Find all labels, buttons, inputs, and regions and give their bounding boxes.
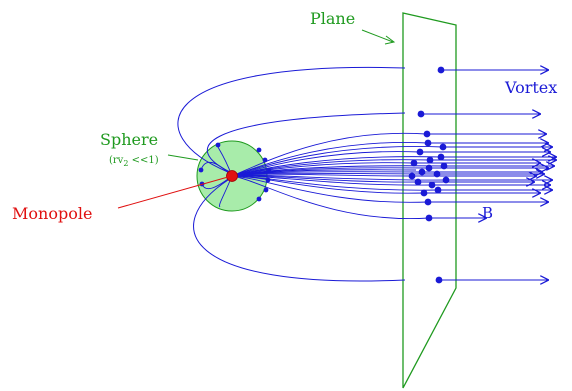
field-line xyxy=(231,172,438,177)
plane-label: Plane xyxy=(310,9,355,28)
sphere-condition-post: <<1) xyxy=(128,155,158,166)
vortex-dot xyxy=(435,276,443,284)
vortex-dot xyxy=(408,172,416,180)
sphere-dot xyxy=(256,147,262,153)
vortex-dot xyxy=(437,66,445,74)
sphere-dot xyxy=(266,167,272,173)
vortex-dot xyxy=(424,139,432,147)
outer-loop-upper-mid xyxy=(207,112,406,173)
vortex-dot xyxy=(442,176,450,184)
vortex-dot xyxy=(416,148,424,156)
vortex-dot xyxy=(418,168,426,176)
vortex-dot xyxy=(428,181,436,189)
outer-loop-bottom xyxy=(193,179,406,282)
vortex-dot xyxy=(410,159,418,167)
field-label: B xyxy=(482,204,493,222)
vortex-dot xyxy=(433,170,441,178)
plane-pointer-head xyxy=(384,35,396,45)
monopole-pointer-line xyxy=(117,176,229,209)
sphere-pointer-line xyxy=(167,154,199,161)
sphere-surface-dots xyxy=(198,142,272,202)
plane-shape xyxy=(402,12,457,389)
vortex-dot xyxy=(417,110,425,118)
sphere-dot xyxy=(262,157,268,163)
field-line xyxy=(231,174,447,181)
field-line xyxy=(219,175,233,208)
monopole-label: Monopole xyxy=(12,204,92,223)
field-line xyxy=(231,132,427,177)
field-line xyxy=(231,175,430,220)
sphere-condition-label: (rv2 <<1) xyxy=(109,155,159,168)
field-line xyxy=(231,165,445,177)
field-line xyxy=(231,175,429,203)
vortex-dot xyxy=(424,198,432,206)
vortex-dot xyxy=(425,164,433,172)
vortex-dot xyxy=(440,162,448,170)
plane-pointer-line xyxy=(361,29,394,43)
vortex-dot xyxy=(420,189,428,197)
outer-field-lines xyxy=(177,66,406,282)
vortex-dot xyxy=(434,186,442,194)
field-line xyxy=(231,146,444,177)
field-line xyxy=(231,156,442,177)
field-line xyxy=(231,175,439,191)
sphere-dot xyxy=(256,196,262,202)
sphere-dot xyxy=(265,177,271,183)
vortex-dots xyxy=(408,66,450,284)
vortex-label: Vortex xyxy=(504,78,557,97)
exit-field-arrows xyxy=(412,70,556,280)
monopole-marker xyxy=(226,170,238,182)
vortex-dot xyxy=(426,156,434,164)
vortex-dot xyxy=(423,130,431,138)
sphere-dot xyxy=(215,142,221,148)
vortex-dot xyxy=(437,153,445,161)
sphere-dot xyxy=(198,167,204,173)
sphere-condition-pre: (rv xyxy=(109,155,124,166)
vortex-dot xyxy=(439,143,447,151)
sphere-label: Sphere xyxy=(100,130,158,149)
sphere-condition-sub: 2 xyxy=(123,159,128,168)
outer-loop-top xyxy=(177,66,406,173)
vortex-dot xyxy=(414,178,422,186)
inner-field-lines xyxy=(200,132,447,220)
sphere-dot xyxy=(263,187,269,193)
vortex-dot xyxy=(425,214,433,222)
